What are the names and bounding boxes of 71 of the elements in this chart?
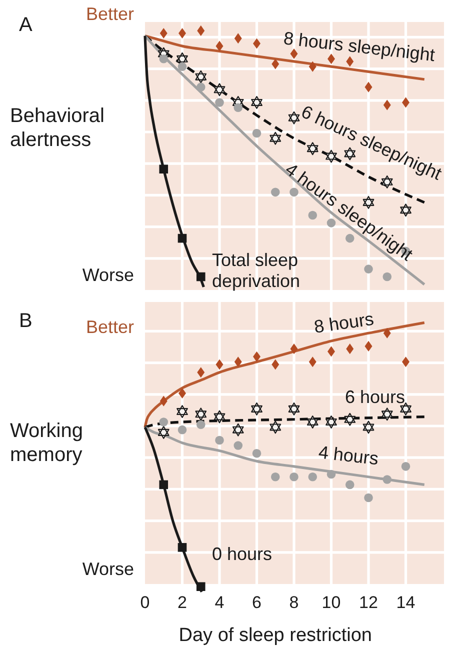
point: [383, 100, 391, 110]
point: [216, 40, 224, 52]
x-tick-label: 12: [359, 593, 378, 612]
text: Worse: [82, 559, 134, 579]
point: [178, 543, 187, 552]
point: [159, 54, 168, 64]
point: [159, 480, 168, 490]
point: [178, 234, 187, 243]
point: [346, 344, 354, 354]
x-tick-label: 8: [289, 593, 299, 612]
y-axis-title: Behavioral alertness: [10, 105, 105, 151]
point: [308, 472, 318, 482]
point: [252, 448, 262, 458]
point: [215, 436, 224, 445]
point: [252, 128, 262, 138]
point: [178, 425, 187, 434]
x-tick-label: 0: [140, 593, 150, 612]
point: [178, 62, 187, 71]
x-tick-label: 4: [214, 593, 224, 612]
text: 8 hours: [312, 308, 376, 337]
text: Better: [86, 317, 134, 337]
point: [290, 344, 298, 354]
point: [326, 470, 336, 479]
point: [364, 264, 373, 274]
x-tick-label: 2: [178, 593, 187, 612]
text: 4 hours: [318, 442, 380, 469]
x-tick-label: 10: [322, 593, 341, 612]
point: [308, 61, 316, 72]
point: [234, 103, 243, 112]
x-tick-label: 14: [396, 593, 416, 612]
point: [216, 359, 224, 370]
series-label: 6 hours: [345, 387, 406, 407]
point: [345, 480, 354, 490]
point: [272, 359, 280, 370]
point: [383, 328, 391, 338]
point: [382, 475, 392, 484]
text: 8 hours sleep/night: [282, 28, 436, 66]
point: [159, 418, 168, 426]
point: [270, 188, 280, 197]
point: [196, 420, 206, 430]
point: [308, 356, 316, 368]
point: [308, 210, 318, 220]
point: [382, 272, 392, 282]
point: [197, 367, 205, 378]
point: [196, 272, 206, 282]
point: [401, 462, 410, 471]
point: [270, 472, 280, 482]
point: [364, 82, 372, 92]
point: [197, 25, 205, 36]
text: Better: [86, 4, 134, 24]
point: [234, 33, 242, 44]
chart-title: B: [19, 310, 32, 332]
x-axis-title: Day of sleep restriction: [178, 625, 372, 646]
point: [272, 58, 280, 70]
series-label: Total sleep deprivation: [212, 250, 300, 291]
x-tick-label: 6: [252, 593, 262, 612]
point: [234, 441, 243, 450]
chart-title: A: [19, 14, 33, 36]
point: [160, 396, 168, 406]
point: [215, 98, 224, 107]
y-axis-title: Working memory: [10, 420, 83, 466]
point: [159, 164, 168, 174]
point: [290, 472, 298, 482]
point: [326, 218, 336, 228]
point: [364, 493, 373, 502]
text: Worse: [82, 265, 134, 285]
series-label: 0 hours: [212, 544, 272, 564]
point: [196, 582, 206, 592]
point: [196, 82, 206, 92]
point: [364, 340, 372, 352]
point: [234, 356, 242, 368]
